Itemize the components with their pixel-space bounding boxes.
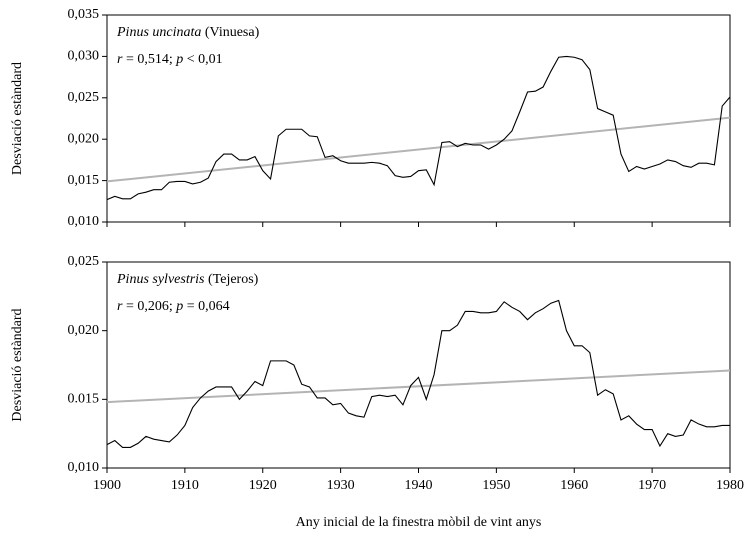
y-tick-label: 0,010 xyxy=(68,214,100,229)
annotation-part: = 0,064 xyxy=(183,299,229,314)
annotation-part: (Tejeros) xyxy=(205,272,259,287)
annotation-part: = 0,206; xyxy=(122,299,176,314)
x-tick-label: 1940 xyxy=(405,478,433,493)
annotation: Pinus uncinata (Vinuesa) xyxy=(116,25,260,40)
y-tick-label: 0,020 xyxy=(68,323,100,338)
annotation-part: = 0,514; xyxy=(122,52,176,67)
x-tick-label: 1900 xyxy=(93,478,121,493)
x-tick-label: 1950 xyxy=(482,478,510,493)
annotation-part: p xyxy=(175,299,183,314)
x-tick-label: 1970 xyxy=(638,478,666,493)
x-axis-label: Any inicial de la finestra mòbil de vint… xyxy=(296,515,542,530)
data-line xyxy=(106,55,731,201)
y-tick-label: 0.015 xyxy=(68,392,100,407)
y-tick-label: 0,035 xyxy=(68,7,100,22)
annotation-part: < 0,01 xyxy=(183,52,222,67)
plot-frame xyxy=(106,14,731,223)
y-tick-label: 0,010 xyxy=(68,460,100,475)
y-axis-label: Desviació estàndard xyxy=(10,308,25,421)
y-axis-label: Desviació estàndard xyxy=(10,62,25,175)
x-tick-label: 1960 xyxy=(560,478,588,493)
annotation-part: r xyxy=(117,299,123,314)
trend-line xyxy=(106,369,731,404)
y-tick-label: 0,030 xyxy=(68,49,100,64)
annotation-part: r xyxy=(117,52,123,67)
annotation: r = 0,514; p < 0,01 xyxy=(117,52,223,67)
annotation: Pinus sylvestris (Tejeros) xyxy=(116,272,259,287)
y-tick-label: 0,020 xyxy=(68,131,100,146)
plot-frame xyxy=(106,261,731,469)
y-tick-label: 0,025 xyxy=(68,254,100,269)
x-tick-label: 1930 xyxy=(327,478,355,493)
y-tick-label: 0,015 xyxy=(68,173,100,188)
x-tick-label: 1910 xyxy=(171,478,199,493)
x-tick-label: 1980 xyxy=(716,478,744,493)
x-tick-label: 1920 xyxy=(249,478,277,493)
y-tick-label: 0,025 xyxy=(68,90,100,105)
annotation: r = 0,206; p = 0,064 xyxy=(117,299,230,314)
data-line xyxy=(106,299,730,448)
trend-line xyxy=(106,116,731,183)
annotation-part: p xyxy=(175,52,183,67)
annotation-part: Pinus uncinata xyxy=(116,25,201,40)
annotation-part: Pinus sylvestris xyxy=(116,272,205,287)
annotation-part: (Vinuesa) xyxy=(201,25,259,40)
